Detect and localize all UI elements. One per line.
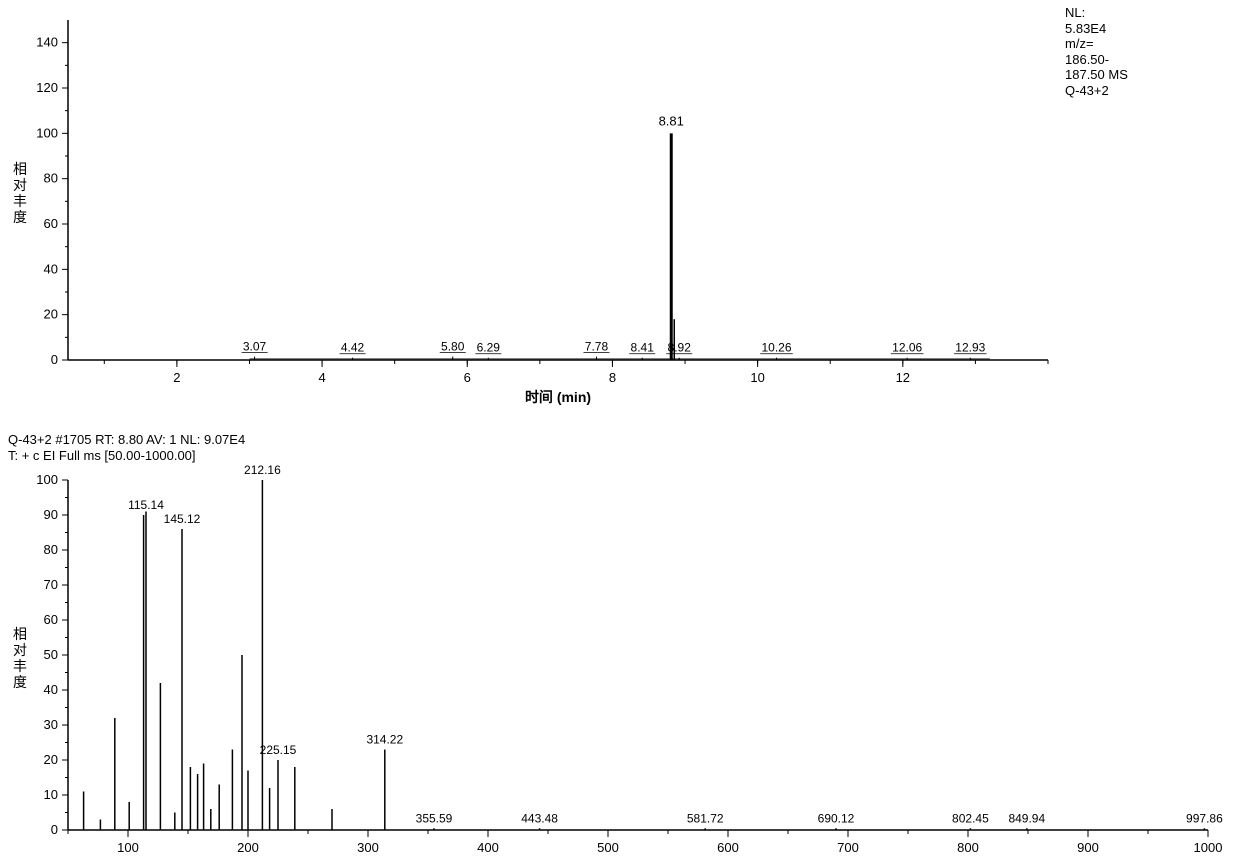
svg-text:时间 (min): 时间 (min) xyxy=(525,389,591,405)
svg-text:6: 6 xyxy=(464,370,471,385)
svg-text:80: 80 xyxy=(44,171,58,186)
svg-text:2: 2 xyxy=(173,370,180,385)
svg-text:8: 8 xyxy=(609,370,616,385)
svg-text:60: 60 xyxy=(44,216,58,231)
svg-text:80: 80 xyxy=(44,542,58,557)
svg-text:40: 40 xyxy=(44,682,58,697)
svg-text:60: 60 xyxy=(44,612,58,627)
chromatogram-chart: 0 20 40 60 80 100 120 140 2 4 6 8 10 12 3.07 4.42 5.80 6.… xyxy=(0,0,1240,420)
svg-text:355.59: 355.59 xyxy=(416,811,453,825)
svg-text:0: 0 xyxy=(51,352,58,367)
svg-text:30: 30 xyxy=(44,717,58,732)
svg-text:849.94: 849.94 xyxy=(1008,811,1045,825)
svg-text:度: 度 xyxy=(13,209,27,225)
svg-text:800: 800 xyxy=(957,840,979,855)
svg-text:690.12: 690.12 xyxy=(818,811,855,825)
spectrum-header-1: Q-43+2 #1705 RT: 8.80 AV: 1 NL: 9.07E4 xyxy=(8,432,245,447)
svg-text:40: 40 xyxy=(44,261,58,276)
svg-text:20: 20 xyxy=(44,752,58,767)
svg-text:4: 4 xyxy=(318,370,325,385)
svg-text:8.81: 8.81 xyxy=(659,113,684,128)
svg-text:314.22: 314.22 xyxy=(366,733,403,747)
svg-text:400: 400 xyxy=(477,840,499,855)
svg-text:丰: 丰 xyxy=(13,658,27,674)
svg-text:20: 20 xyxy=(44,307,58,322)
svg-text:140: 140 xyxy=(36,35,58,50)
svg-text:212.16: 212.16 xyxy=(244,463,281,477)
svg-text:100: 100 xyxy=(117,840,139,855)
svg-text:3.07: 3.07 xyxy=(243,340,267,354)
svg-text:12.93: 12.93 xyxy=(955,341,985,355)
svg-text:581.72: 581.72 xyxy=(687,811,724,825)
svg-text:145.12: 145.12 xyxy=(164,512,201,526)
spectrum-header-2: T: + c EI Full ms [50.00-1000.00] xyxy=(8,448,196,463)
svg-text:12: 12 xyxy=(896,370,910,385)
svg-text:997.86: 997.86 xyxy=(1186,811,1223,825)
svg-text:7.78: 7.78 xyxy=(585,340,609,354)
svg-text:度: 度 xyxy=(13,674,27,690)
svg-text:相: 相 xyxy=(13,161,27,177)
svg-text:8.41: 8.41 xyxy=(631,341,655,355)
svg-text:6.29: 6.29 xyxy=(477,341,501,355)
svg-text:4.42: 4.42 xyxy=(341,341,365,355)
svg-text:丰: 丰 xyxy=(13,193,27,209)
svg-text:600: 600 xyxy=(717,840,739,855)
svg-text:1000: 1000 xyxy=(1194,840,1223,855)
svg-text:120: 120 xyxy=(36,80,58,95)
svg-text:300: 300 xyxy=(357,840,379,855)
svg-text:115.14: 115.14 xyxy=(128,498,164,512)
svg-text:对: 对 xyxy=(13,642,27,658)
svg-text:12.06: 12.06 xyxy=(892,341,922,355)
svg-text:10.26: 10.26 xyxy=(761,341,791,355)
svg-text:90: 90 xyxy=(44,507,58,522)
svg-text:225.15: 225.15 xyxy=(260,743,297,757)
svg-text:70: 70 xyxy=(44,577,58,592)
svg-text:对: 对 xyxy=(13,177,27,193)
svg-text:50: 50 xyxy=(44,647,58,662)
svg-text:0: 0 xyxy=(51,822,58,837)
svg-text:10: 10 xyxy=(44,787,58,802)
svg-text:100: 100 xyxy=(36,472,58,487)
svg-text:500: 500 xyxy=(597,840,619,855)
svg-text:100: 100 xyxy=(36,125,58,140)
svg-text:802.45: 802.45 xyxy=(952,811,989,825)
svg-text:相: 相 xyxy=(13,626,27,642)
svg-text:443.48: 443.48 xyxy=(521,811,558,825)
svg-text:900: 900 xyxy=(1077,840,1099,855)
mass-spectrum-chart: 0 10 20 30 40 50 60 70 80 90 100 100 200 300 400 500 600… xyxy=(0,462,1240,862)
svg-text:700: 700 xyxy=(837,840,859,855)
svg-text:5.80: 5.80 xyxy=(441,340,465,354)
svg-text:10: 10 xyxy=(750,370,764,385)
svg-text:200: 200 xyxy=(237,840,259,855)
